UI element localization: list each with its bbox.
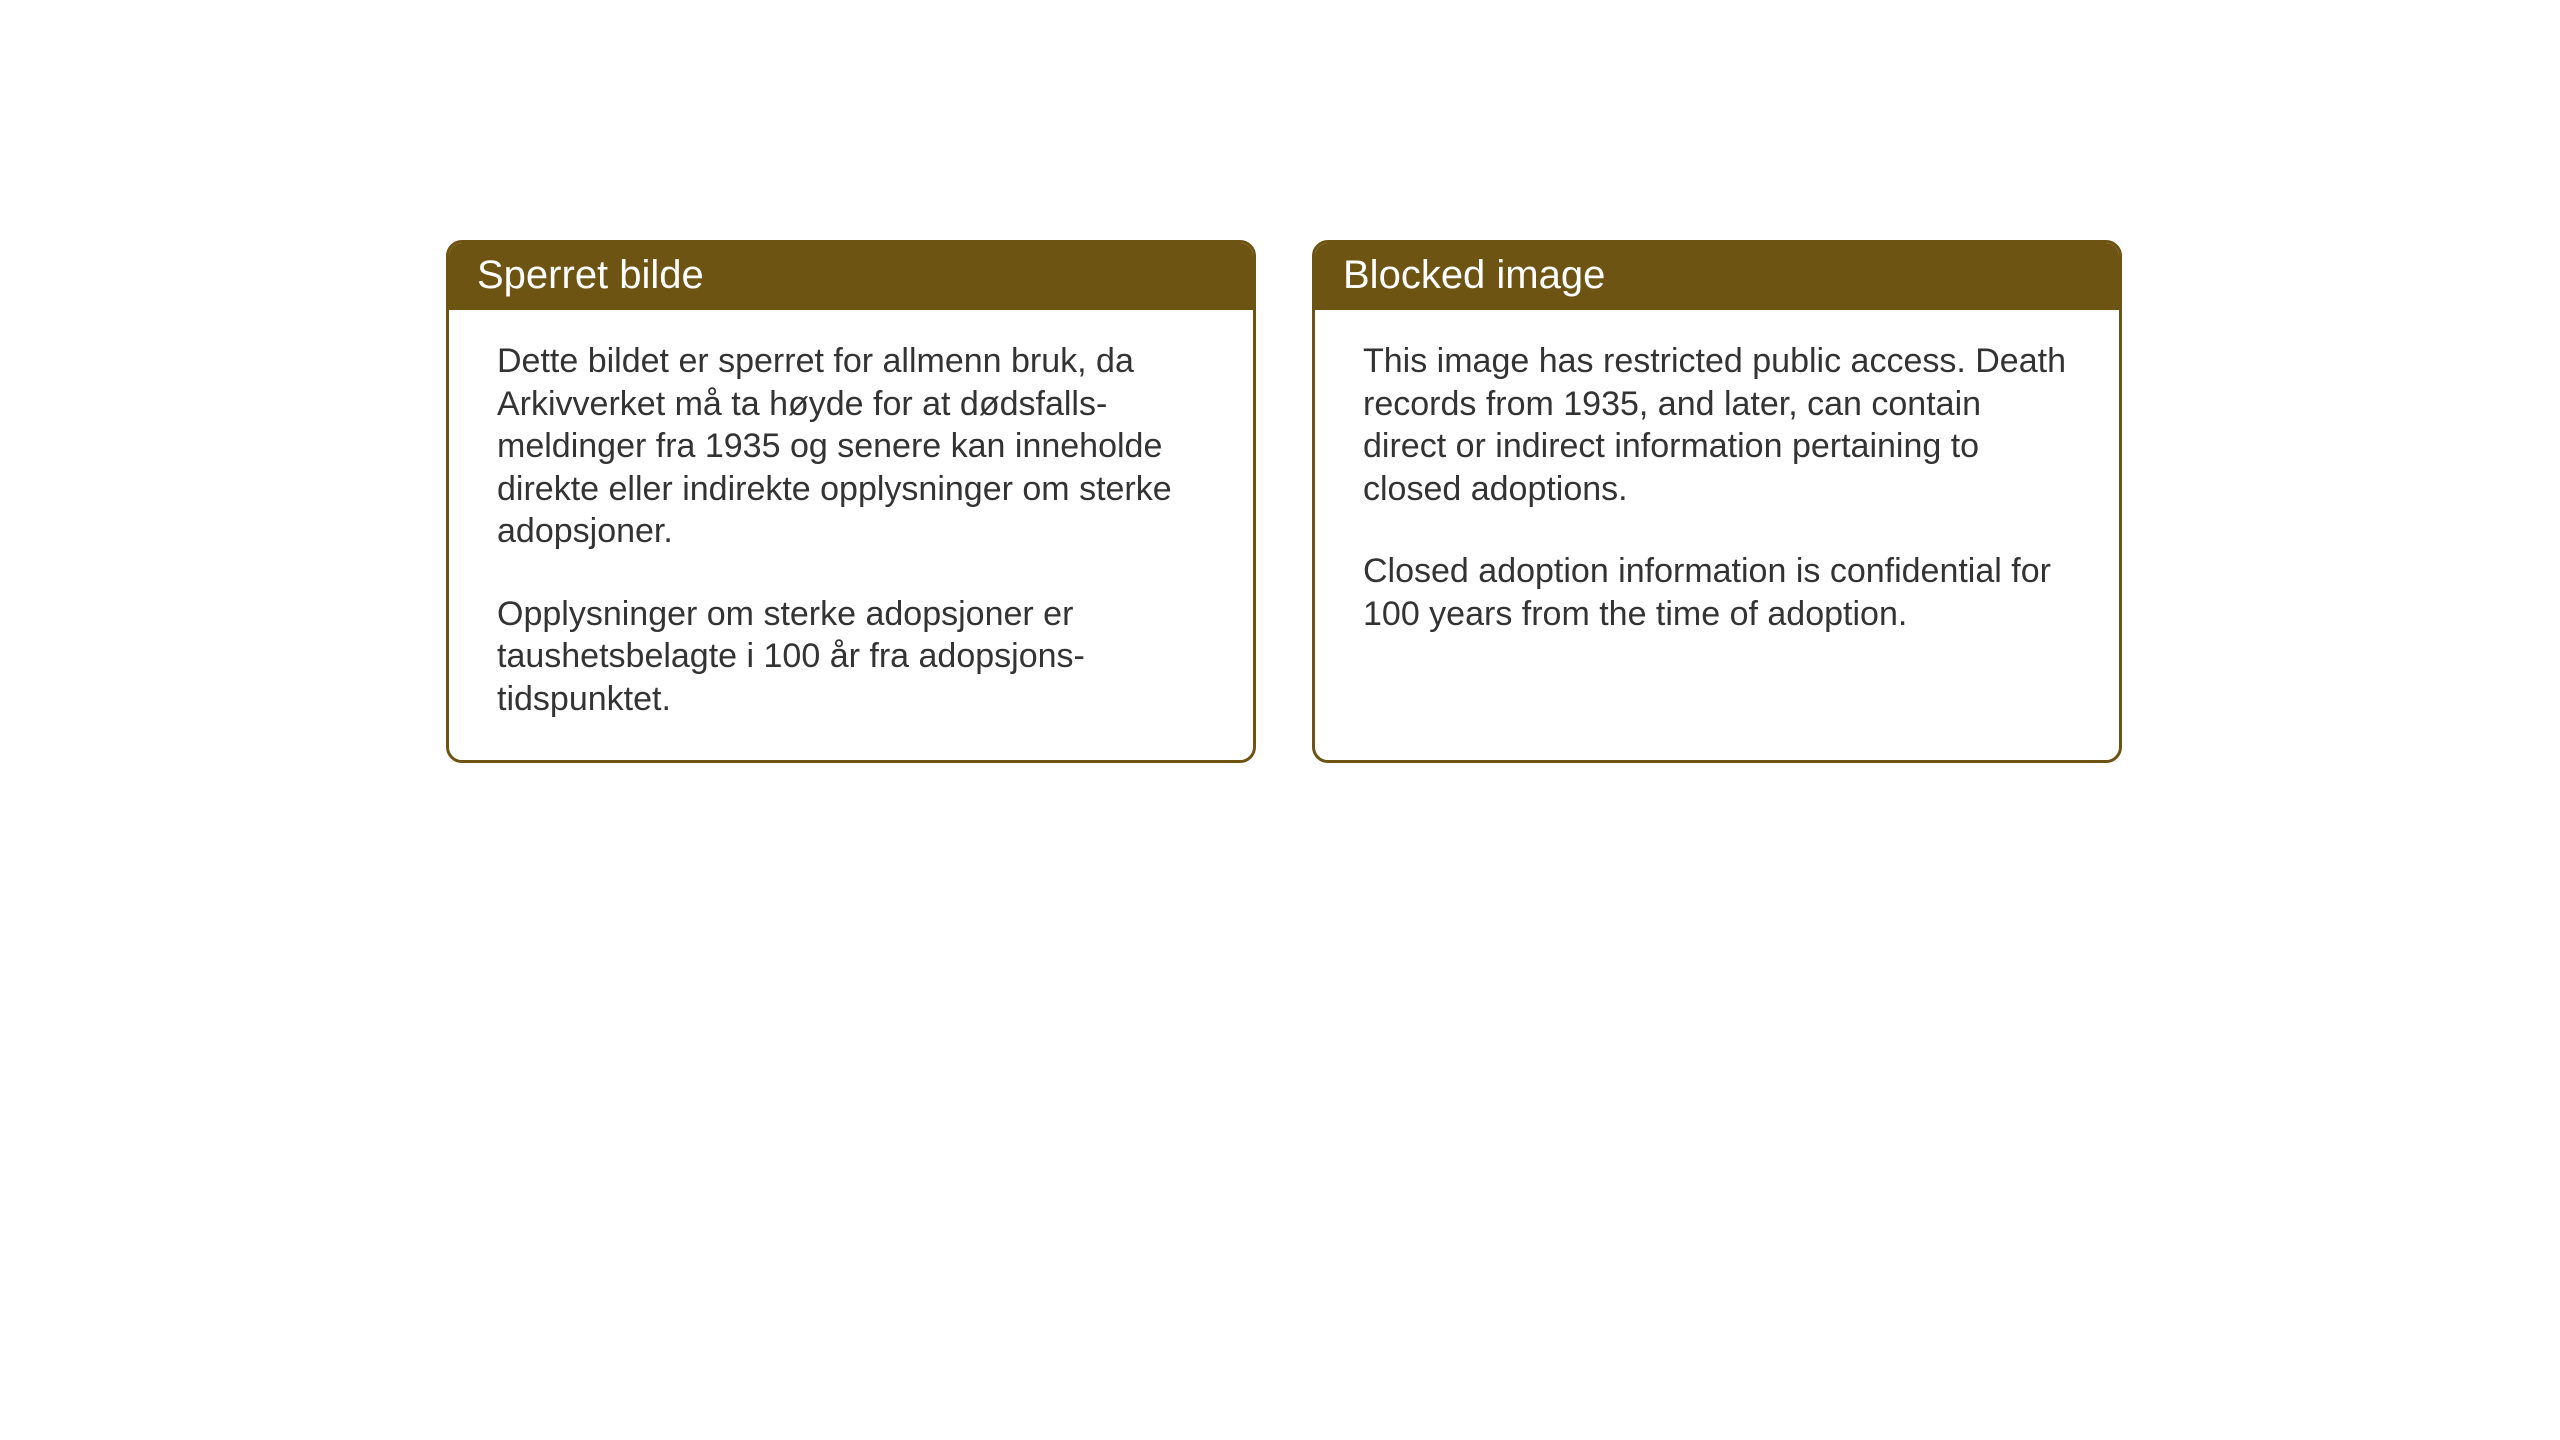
english-notice-header: Blocked image (1315, 243, 2119, 310)
english-paragraph-1: This image has restricted public access.… (1363, 340, 2071, 510)
english-paragraph-2: Closed adoption information is confident… (1363, 550, 2071, 635)
english-notice-box: Blocked image This image has restricted … (1312, 240, 2122, 763)
english-notice-body: This image has restricted public access.… (1315, 310, 2119, 730)
norwegian-notice-box: Sperret bilde Dette bildet er sperret fo… (446, 240, 1256, 763)
norwegian-paragraph-1: Dette bildet er sperret for allmenn bruk… (497, 340, 1205, 553)
english-title: Blocked image (1343, 253, 1605, 297)
norwegian-notice-body: Dette bildet er sperret for allmenn bruk… (449, 310, 1253, 760)
norwegian-title: Sperret bilde (477, 253, 704, 297)
notice-container: Sperret bilde Dette bildet er sperret fo… (0, 0, 2560, 763)
norwegian-paragraph-2: Opplysninger om sterke adopsjoner er tau… (497, 593, 1205, 721)
norwegian-notice-header: Sperret bilde (449, 243, 1253, 310)
